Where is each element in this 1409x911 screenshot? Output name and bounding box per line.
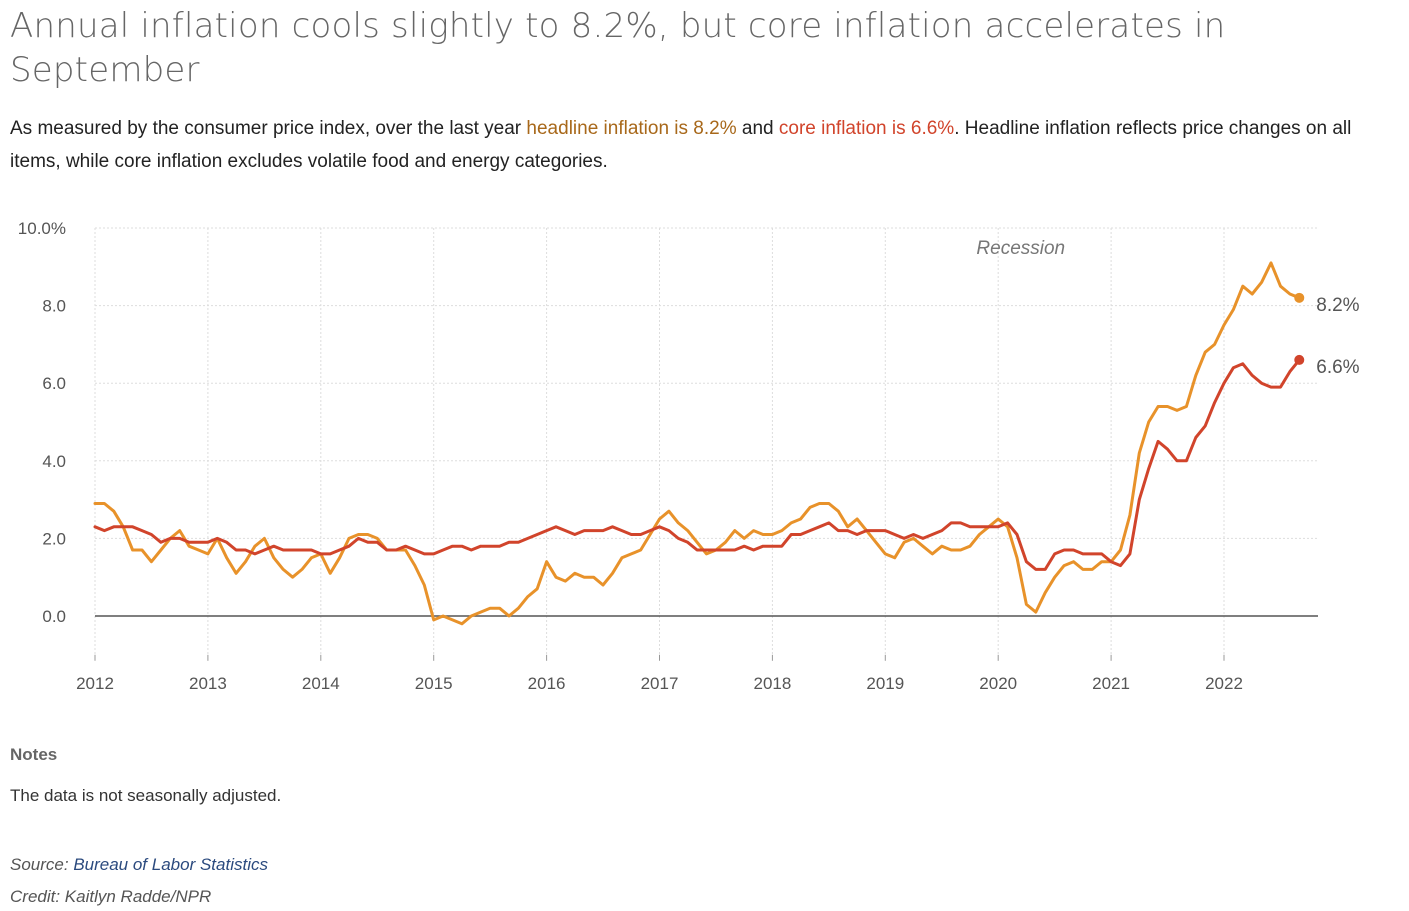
y-tick-label: 2.0 [42,529,66,548]
y-tick-label: 10.0% [18,219,66,238]
source-label: Source: [10,855,74,874]
headline-end-point [1294,292,1305,303]
x-tick-label: 2022 [1205,674,1243,693]
y-tick-label: 0.0 [42,607,66,626]
core-highlight: core inflation is 6.6% [778,118,955,139]
core-inflation-line [93,358,1301,571]
chart-subtitle: As measured by the consumer price index,… [10,112,1405,178]
x-tick-label: 2015 [415,674,453,693]
x-tick-label: 2020 [979,674,1017,693]
headline-inflation-line [93,261,1301,626]
y-tick-label: 8.0 [42,297,66,316]
subtitle-text-1: As measured by the consumer price index,… [10,118,527,139]
core-end-point [1294,354,1305,365]
credit-line: Credit: Kaitlyn Radde/NPR [10,887,212,906]
y-tick-label: 4.0 [42,452,66,471]
x-tick-label: 2016 [528,674,566,693]
headline-end-label: 8.2% [1316,295,1359,316]
source-line: Source: Bureau of Labor Statistics [10,855,268,875]
subtitle-text-2: and [736,118,779,139]
core-end-label: 6.6% [1316,357,1359,378]
notes-label: Notes [10,745,58,764]
headline-highlight: headline inflation is 8.2% [526,118,737,139]
y-tick-label: 6.0 [42,374,66,393]
recession-annotation: Recession [976,238,1065,259]
x-tick-label: 2021 [1092,674,1130,693]
x-tick-label: 2013 [189,674,227,693]
x-tick-label: 2018 [753,674,791,693]
x-tick-label: 2017 [641,674,679,693]
chart-title: Annual inflation cools slightly to 8.2%,… [10,6,1226,90]
x-tick-label: 2019 [866,674,904,693]
inflation-line-chart: 0.0 2.0 4.0 6.0 8.0 10.0% 2012 2013 2014 2015 2016… [18,219,1360,693]
x-tick-label: 2012 [76,674,114,693]
notes-text: The data is not seasonally adjusted. [10,786,282,805]
x-tick-label: 2014 [302,674,340,693]
subtitle-text-3: . Headline inflation reflects price chan… [10,118,1352,172]
source-link[interactable]: Bureau of Labor Statistics [73,855,268,874]
